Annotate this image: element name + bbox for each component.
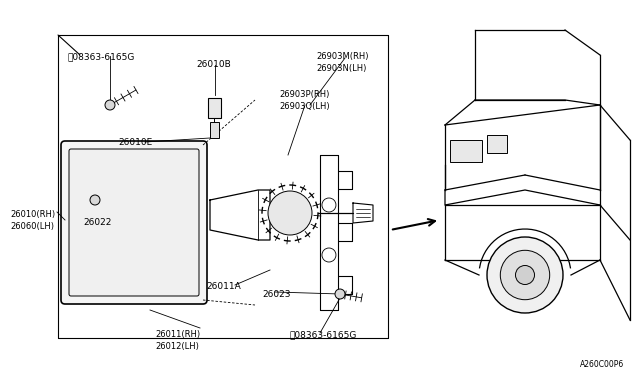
Text: 26011A: 26011A xyxy=(206,282,241,291)
Bar xyxy=(450,140,482,162)
Circle shape xyxy=(90,195,100,205)
Circle shape xyxy=(335,289,345,299)
Text: 26060(LH): 26060(LH) xyxy=(10,222,54,231)
Bar xyxy=(208,98,221,118)
Circle shape xyxy=(268,191,312,235)
Text: 26010E: 26010E xyxy=(118,138,152,147)
Text: A260C00P6: A260C00P6 xyxy=(580,360,624,369)
Text: 26010B: 26010B xyxy=(196,60,231,69)
Text: Ⓢ08363-6165G: Ⓢ08363-6165G xyxy=(68,52,136,61)
Text: 26903M(RH): 26903M(RH) xyxy=(316,52,369,61)
Text: 26023: 26023 xyxy=(262,290,291,299)
Circle shape xyxy=(487,237,563,313)
FancyBboxPatch shape xyxy=(69,149,199,296)
Text: 26022: 26022 xyxy=(83,218,111,227)
FancyBboxPatch shape xyxy=(61,141,207,304)
Circle shape xyxy=(322,248,336,262)
Circle shape xyxy=(500,250,550,300)
Bar xyxy=(487,135,507,153)
Text: 26012(LH): 26012(LH) xyxy=(155,342,199,351)
Circle shape xyxy=(105,100,115,110)
Circle shape xyxy=(515,266,534,285)
Text: 26010(RH): 26010(RH) xyxy=(10,210,55,219)
Text: 26903P(RH): 26903P(RH) xyxy=(279,90,330,99)
Text: 26903Q(LH): 26903Q(LH) xyxy=(279,102,330,111)
Text: 26011(RH): 26011(RH) xyxy=(155,330,200,339)
Text: Ⓢ08363-6165G: Ⓢ08363-6165G xyxy=(290,330,357,339)
Circle shape xyxy=(322,198,336,212)
Text: 26903N(LH): 26903N(LH) xyxy=(316,64,366,73)
Bar xyxy=(210,122,219,138)
